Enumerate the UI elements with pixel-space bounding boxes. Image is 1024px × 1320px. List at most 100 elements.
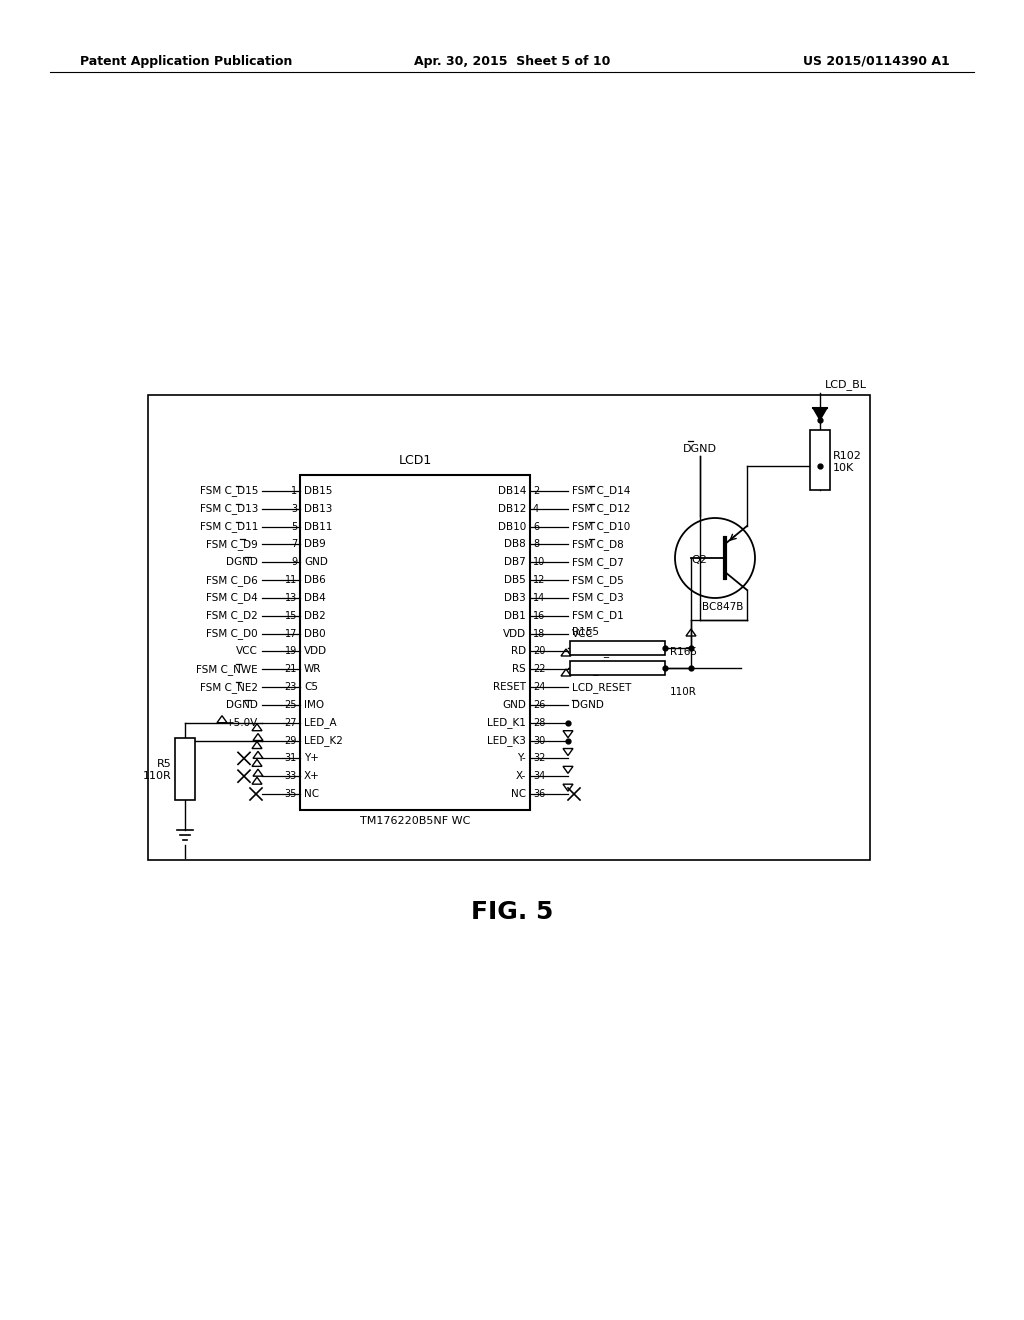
Text: FSM C_D13: FSM C_D13 — [200, 503, 258, 515]
Text: R155: R155 — [572, 627, 599, 638]
Text: DB7: DB7 — [504, 557, 526, 568]
Text: 33: 33 — [285, 771, 297, 781]
Text: DB12: DB12 — [498, 504, 526, 513]
Text: GND: GND — [304, 557, 328, 568]
Text: US 2015/0114390 A1: US 2015/0114390 A1 — [803, 55, 950, 69]
Text: 27: 27 — [285, 718, 297, 727]
Text: DB10: DB10 — [498, 521, 526, 532]
Text: 17: 17 — [285, 628, 297, 639]
Text: Y+: Y+ — [304, 754, 318, 763]
Bar — [810, 430, 830, 490]
Text: 22: 22 — [534, 664, 546, 675]
Text: IMO: IMO — [304, 700, 325, 710]
Text: FSM C_D15: FSM C_D15 — [200, 486, 258, 496]
Text: FSM C_D14: FSM C_D14 — [572, 486, 631, 496]
Text: LED_K1: LED_K1 — [487, 717, 526, 729]
Text: 11: 11 — [285, 576, 297, 585]
Text: FSM C_D3: FSM C_D3 — [572, 593, 624, 603]
Text: X+: X+ — [304, 771, 319, 781]
Text: FSM C_D9: FSM C_D9 — [206, 539, 258, 550]
Text: 15: 15 — [285, 611, 297, 620]
Text: BC847B: BC847B — [702, 602, 743, 612]
Text: DGND: DGND — [226, 557, 258, 568]
Text: NC: NC — [511, 789, 526, 799]
Text: 10K: 10K — [833, 463, 854, 473]
Text: FSM C_NOE: FSM C_NOE — [572, 645, 632, 657]
Text: GND: GND — [502, 700, 526, 710]
Text: 24: 24 — [534, 682, 546, 692]
Text: DGND: DGND — [226, 700, 258, 710]
Text: 7: 7 — [291, 540, 297, 549]
Text: FSM C_NWE: FSM C_NWE — [197, 664, 258, 675]
Text: DB4: DB4 — [304, 593, 326, 603]
Text: Patent Application Publication: Patent Application Publication — [80, 55, 293, 69]
Text: RD: RD — [511, 647, 526, 656]
Bar — [175, 738, 195, 800]
Text: R165: R165 — [670, 647, 697, 657]
Text: LED_K3: LED_K3 — [487, 735, 526, 746]
Text: FSM C_D12: FSM C_D12 — [572, 503, 631, 515]
Text: DB9: DB9 — [304, 540, 326, 549]
Text: R5: R5 — [158, 759, 172, 770]
Text: VCC: VCC — [237, 647, 258, 656]
Text: FSM C_D7: FSM C_D7 — [572, 557, 624, 568]
Text: 14: 14 — [534, 593, 545, 603]
Text: 34: 34 — [534, 771, 545, 781]
Text: 26: 26 — [534, 700, 546, 710]
Text: 9: 9 — [291, 557, 297, 568]
Text: 35: 35 — [285, 789, 297, 799]
Text: RESET: RESET — [493, 682, 526, 692]
Text: DB2: DB2 — [304, 611, 326, 620]
Text: NC: NC — [304, 789, 319, 799]
Text: 12: 12 — [534, 576, 546, 585]
Bar — [300, 475, 530, 810]
Text: LED_K2: LED_K2 — [304, 735, 343, 746]
Text: DGND: DGND — [572, 700, 604, 710]
Text: Apr. 30, 2015  Sheet 5 of 10: Apr. 30, 2015 Sheet 5 of 10 — [414, 55, 610, 69]
Text: 4: 4 — [534, 504, 539, 513]
Text: 19: 19 — [285, 647, 297, 656]
Text: DB8: DB8 — [504, 540, 526, 549]
Text: 21: 21 — [285, 664, 297, 675]
Text: FSM C_D2: FSM C_D2 — [206, 610, 258, 622]
Text: DB11: DB11 — [304, 521, 333, 532]
Text: 29: 29 — [285, 735, 297, 746]
Text: DB1: DB1 — [504, 611, 526, 620]
Text: 10: 10 — [534, 557, 545, 568]
Text: 16: 16 — [534, 611, 545, 620]
Text: LCD_RESET: LCD_RESET — [572, 681, 632, 693]
Bar — [148, 395, 870, 861]
Text: VDD: VDD — [304, 647, 327, 656]
Text: DB15: DB15 — [304, 486, 333, 496]
Text: 20: 20 — [534, 647, 546, 656]
Text: LED_A: LED_A — [304, 717, 337, 729]
Text: 32: 32 — [534, 754, 546, 763]
Text: VDD: VDD — [503, 628, 526, 639]
Text: FSM C_NE2: FSM C_NE2 — [200, 681, 258, 693]
Text: LCD_RS: LCD_RS — [572, 664, 612, 675]
Text: 110R: 110R — [143, 771, 172, 781]
Text: +5.0V: +5.0V — [225, 718, 258, 727]
Text: 110R: 110R — [572, 667, 599, 677]
Text: 13: 13 — [285, 593, 297, 603]
Text: Y-: Y- — [517, 754, 526, 763]
Text: 23: 23 — [285, 682, 297, 692]
Text: 28: 28 — [534, 718, 546, 727]
Text: Q2: Q2 — [691, 554, 707, 565]
Polygon shape — [813, 408, 827, 420]
Text: 2: 2 — [534, 486, 540, 496]
Text: 110R: 110R — [670, 686, 697, 697]
Text: 1: 1 — [291, 486, 297, 496]
Text: DB14: DB14 — [498, 486, 526, 496]
Text: FSM C_D10: FSM C_D10 — [572, 521, 630, 532]
Text: FSM C_D5: FSM C_D5 — [572, 574, 624, 586]
Text: 8: 8 — [534, 540, 539, 549]
Text: 5: 5 — [291, 521, 297, 532]
Text: 36: 36 — [534, 789, 545, 799]
Text: 18: 18 — [534, 628, 545, 639]
Text: 31: 31 — [285, 754, 297, 763]
Text: FSM C_D11: FSM C_D11 — [200, 521, 258, 532]
Text: 30: 30 — [534, 735, 545, 746]
Text: FSM C_D0: FSM C_D0 — [207, 628, 258, 639]
Text: RS: RS — [512, 664, 526, 675]
